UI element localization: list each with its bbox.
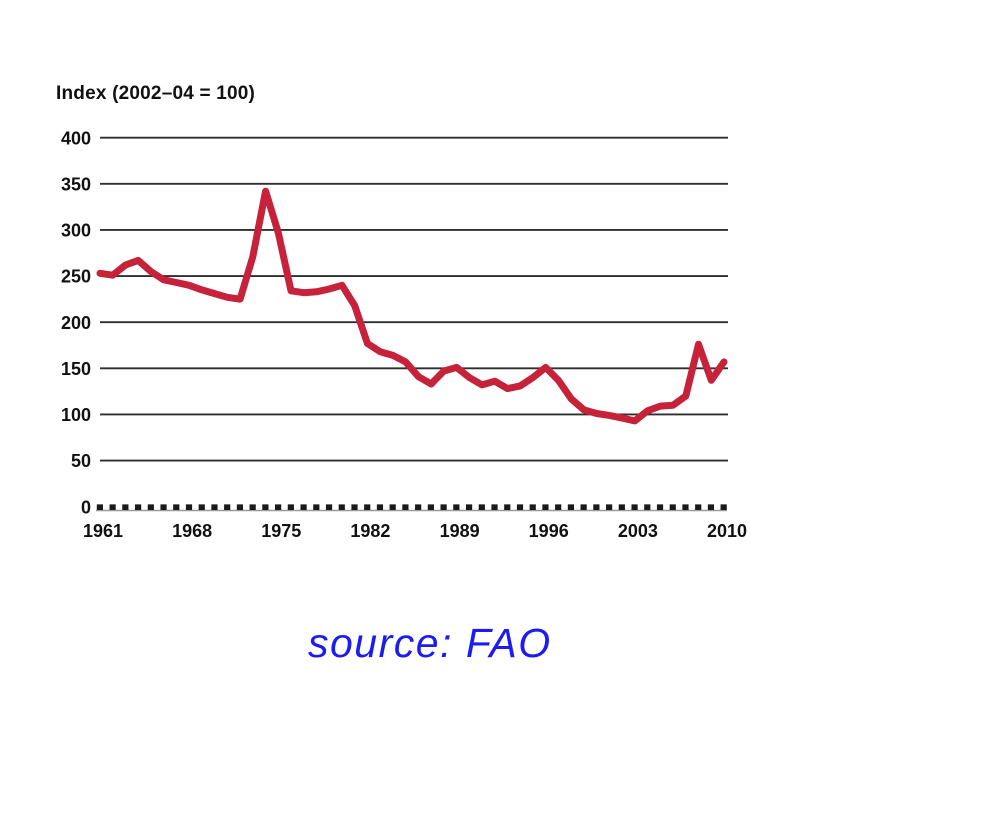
y-tick-label: 50 <box>71 451 91 471</box>
y-tick-label: 0 <box>81 497 91 517</box>
x-tick-label: 1996 <box>529 521 569 541</box>
x-tick-label: 2003 <box>618 521 658 541</box>
x-tick-label: 1961 <box>83 521 123 541</box>
data-line <box>96 187 728 425</box>
y-tick-label: 200 <box>61 313 91 333</box>
x-tick-label: 2010 <box>707 521 747 541</box>
y-tick-label: 150 <box>61 359 91 379</box>
x-tick-label: 1989 <box>440 521 480 541</box>
y-tick-label: 250 <box>61 267 91 287</box>
x-tick-label: 1968 <box>172 521 212 541</box>
source-caption: source: FAO <box>308 620 552 666</box>
x-tick-label: 1975 <box>261 521 301 541</box>
y-tick-label: 300 <box>61 221 91 241</box>
chart-title: Index (2002–04 = 100) <box>56 83 256 104</box>
y-tick-label: 350 <box>61 174 91 194</box>
y-tick-label: 100 <box>61 405 91 425</box>
line-chart: 0 50 100 150 200 250 300 350 400 1961 1968 1975 1982… <box>61 128 747 541</box>
y-tick-label: 400 <box>61 128 91 148</box>
x-tick-label: 1982 <box>350 521 390 541</box>
